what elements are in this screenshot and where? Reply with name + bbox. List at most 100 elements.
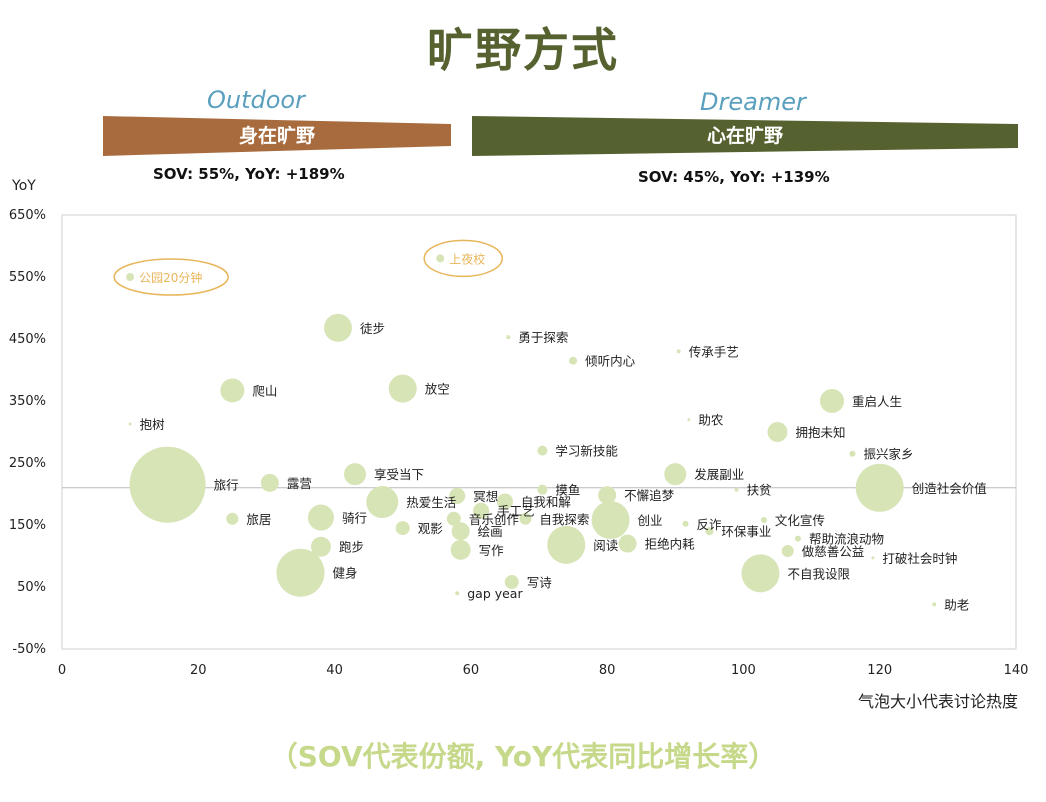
point-label: 打破社会时钟 — [882, 551, 957, 566]
y-tick-label: 50% — [17, 580, 46, 595]
bubble — [436, 254, 445, 263]
x-tick-label: 80 — [599, 663, 616, 678]
point-label: 拥抱未知 — [796, 425, 846, 440]
point-label: 旅居 — [246, 512, 271, 527]
point-label: 勇于探索 — [518, 330, 568, 345]
y-tick-label: 350% — [9, 394, 46, 409]
x-tick-label: 100 — [731, 663, 756, 678]
bubble — [128, 422, 132, 426]
point-label: 帮助流浪动物 — [809, 532, 884, 547]
point-label: 创业 — [638, 513, 663, 528]
point-label: 摸鱼 — [555, 483, 580, 498]
x-tick-label: 40 — [326, 663, 343, 678]
point-label: 阅读 — [593, 538, 618, 553]
bubble — [705, 527, 714, 536]
x-tick-label: 20 — [190, 663, 207, 678]
bubble — [760, 517, 767, 524]
point-label: 环保事业 — [721, 524, 771, 539]
bubble — [687, 418, 691, 422]
bubble — [781, 545, 794, 558]
point-label: 写作 — [479, 543, 505, 558]
point-label: 自我探索 — [539, 512, 589, 527]
outdoor-english-label: Outdoor — [207, 86, 305, 114]
point-label: 反诈 — [697, 517, 723, 532]
bubble — [449, 487, 466, 504]
outdoor-banner-shape — [103, 116, 451, 156]
point-label: 自我和解 — [521, 494, 571, 509]
point-label: 跑步 — [339, 540, 364, 555]
bubble — [598, 486, 617, 505]
point-label: 爬山 — [252, 383, 277, 398]
bubble — [504, 575, 519, 590]
bubble — [820, 389, 845, 413]
point-label: 重启人生 — [852, 394, 902, 409]
bubble — [446, 511, 461, 526]
bubble — [388, 374, 417, 403]
dreamer-stat: SOV: 45%, YoY: +139% — [638, 168, 830, 186]
point-label: 传承手艺 — [689, 344, 739, 359]
point-label: 不自我设限 — [787, 566, 850, 581]
bubble — [537, 484, 548, 495]
page-title: 旷野方式 — [427, 23, 619, 77]
bubble — [506, 335, 511, 340]
point-label: 手工艺 — [497, 504, 535, 519]
point-label: 做慈善公益 — [802, 544, 865, 559]
highlight-ring — [423, 239, 503, 278]
point-label: 学习新技能 — [555, 444, 618, 459]
x-tick-label: 60 — [463, 663, 480, 678]
point-label: gap year — [467, 586, 523, 601]
bubble — [455, 591, 460, 596]
outdoor-banner-label: 身在旷野 — [238, 125, 315, 147]
dreamer-banner-label: 心在旷野 — [706, 125, 783, 147]
bubble — [344, 463, 367, 486]
bubble — [618, 534, 637, 553]
dreamer-english-label: Dreamer — [700, 88, 806, 116]
bubble — [226, 512, 239, 525]
bubble — [537, 445, 548, 456]
point-label: 上夜校 — [449, 251, 485, 266]
bubble — [855, 463, 904, 512]
point-label: 发展副业 — [694, 467, 744, 482]
bubble — [741, 554, 780, 593]
bubble — [932, 602, 937, 607]
point-label: 骑行 — [342, 511, 367, 526]
point-label: 写诗 — [527, 575, 552, 590]
point-label: 音乐创作 — [469, 512, 520, 527]
plot-area — [61, 214, 1017, 650]
bubble — [366, 486, 399, 519]
bubble — [849, 450, 856, 457]
point-label: 徒步 — [360, 321, 385, 336]
bubble — [260, 473, 279, 492]
highlight-ring — [113, 258, 229, 296]
bubble — [547, 525, 586, 564]
point-label: 创造社会价值 — [912, 481, 987, 496]
point-label: 热爱生活 — [406, 495, 456, 510]
point-label: 绘画 — [478, 524, 503, 539]
point-label: 公园20分钟 — [139, 270, 202, 285]
point-label: 不懈追梦 — [624, 488, 675, 503]
point-label: 扶贫 — [747, 483, 773, 498]
point-label: 观影 — [418, 521, 444, 536]
bubble — [682, 520, 689, 527]
bubble — [450, 539, 471, 560]
bubble — [871, 556, 875, 560]
dreamer-banner-shape — [472, 116, 1018, 156]
bubble — [129, 446, 206, 523]
bubble — [220, 378, 245, 403]
x-axis-note: 气泡大小代表讨论热度 — [857, 692, 1018, 711]
point-label: 文化宣传 — [775, 513, 825, 528]
bubble — [767, 422, 788, 442]
y-tick-label: 150% — [9, 518, 46, 533]
point-label: 助老 — [944, 597, 969, 612]
footnote: （SOV代表份额, YoY代表同比增长率） — [269, 740, 777, 773]
x-tick-label: 0 — [58, 663, 66, 678]
y-tick-label: 650% — [9, 208, 46, 223]
bubble — [310, 536, 331, 557]
bubble — [323, 313, 352, 342]
bubble — [307, 504, 334, 531]
bubble — [496, 493, 513, 510]
y-tick-label: -50% — [12, 642, 46, 657]
outdoor-stat: SOV: 55%, YoY: +189% — [153, 165, 345, 183]
point-label: 倾听内心 — [585, 354, 636, 369]
